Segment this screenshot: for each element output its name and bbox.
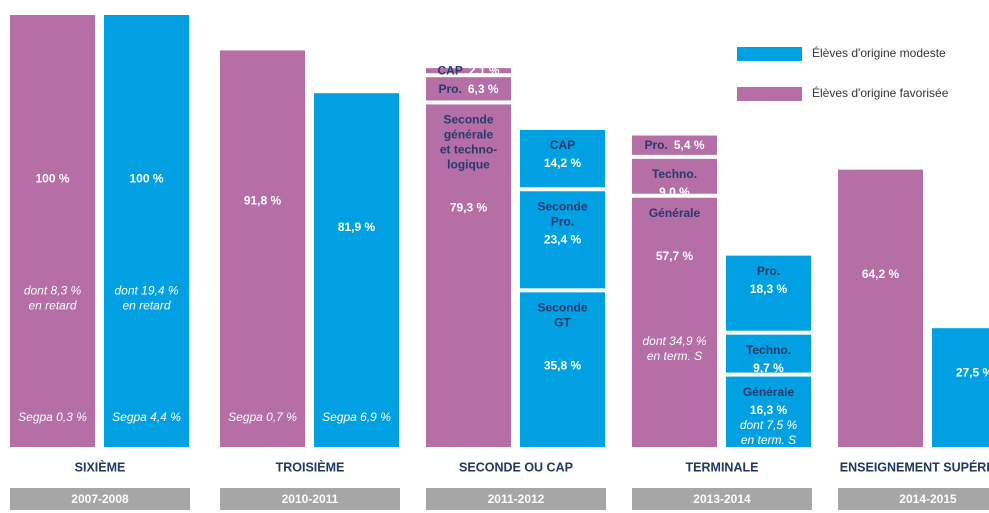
category-label: TROISIÈME [276, 459, 345, 474]
period-label: 2014-2015 [899, 492, 957, 506]
bar-segment [726, 376, 811, 447]
bar-segment [632, 135, 717, 155]
period-box [632, 488, 812, 510]
note: en term. S [647, 349, 702, 363]
bar-segment [520, 129, 605, 188]
bar-segment [10, 15, 95, 447]
footnote: Segpa 0,7 % [228, 410, 297, 424]
bar-segment [632, 197, 717, 447]
category-label: SIXIÈME [75, 459, 126, 474]
segment-name: Techno. [746, 343, 791, 357]
bar-segment [220, 50, 305, 447]
period-label: 2013-2014 [693, 492, 751, 506]
segment-name: Pro. [551, 214, 574, 228]
value-label: 18,3 % [750, 282, 788, 296]
bar-segment [632, 158, 717, 194]
note: dont 19,4 % [114, 284, 178, 298]
note: en term. S [741, 433, 796, 447]
segment-name: Seconde [443, 113, 493, 127]
period-box [426, 488, 606, 510]
segment-name: Pro. [757, 264, 780, 278]
legend-label: Élèves d'origine favorisée [812, 85, 949, 100]
segment-name: logique [447, 158, 490, 172]
value-label: 100 % [129, 171, 163, 185]
segment-name: générale [444, 128, 494, 142]
bar-segment [426, 104, 511, 447]
value-label: 14,2 % [544, 156, 582, 170]
segment-name: Seconde [537, 199, 587, 213]
bar-segment [726, 255, 811, 331]
note: en retard [122, 299, 170, 313]
bar-segment [104, 15, 189, 447]
segment-name: CAP [550, 138, 575, 152]
bar-segment [426, 68, 511, 74]
note: dont 8,3 % [24, 284, 82, 298]
segment-name: CAP [437, 64, 462, 78]
value-label: 9,7 % [753, 361, 784, 375]
value-label: 79,3 % [450, 201, 488, 215]
footnote: Segpa 0,3 % [18, 410, 87, 424]
period-label: 2010-2011 [282, 492, 339, 506]
period-box [10, 488, 190, 510]
legend-swatch [737, 47, 802, 61]
value-label: 5,4 % [674, 138, 705, 152]
footnote: Segpa 6,9 % [322, 410, 391, 424]
segment-name: Techno. [652, 167, 697, 181]
segment-label: Pro. 6,3 % [438, 82, 498, 96]
segment-label: Pro. 5,4 % [644, 138, 704, 152]
value-label: 16,3 % [750, 403, 788, 417]
value-label: 35,8 % [544, 359, 582, 373]
bar-segment [932, 328, 989, 447]
segment-name: et techno- [440, 143, 497, 157]
period-box [220, 488, 400, 510]
note: dont 7,5 % [740, 418, 798, 432]
value-label: 91,8 % [244, 193, 282, 207]
segment-name: Générale [649, 206, 701, 220]
segment-name: GT [554, 316, 571, 330]
segment-name: Pro. [644, 138, 667, 152]
period-box [838, 488, 989, 510]
category-label: SECONDE OU CAP [459, 460, 573, 474]
period-label: 2011-2012 [488, 492, 545, 506]
value-label: 27,5 % [956, 366, 989, 380]
segment-name: Pro. [438, 82, 461, 96]
bar-segment [520, 292, 605, 447]
note: dont 34,9 % [642, 334, 706, 348]
value-label: 81,9 % [338, 220, 376, 234]
segment-name: Seconde [537, 301, 587, 315]
category-label: TERMINALE [686, 460, 759, 474]
value-label: 100 % [35, 171, 69, 185]
legend-label: Élèves d'origine modeste [812, 45, 946, 60]
segment-label: CAP 2,1 % [437, 64, 499, 78]
value-label: 57,7 % [656, 249, 694, 263]
value-label: 23,4 % [544, 232, 582, 246]
category-label: ENSEIGNEMENT SUPÉRIEUR [840, 459, 989, 474]
segment-name: Générale [743, 385, 795, 399]
bar-segment [838, 169, 923, 447]
bar-segment [314, 93, 399, 447]
bar-segment [726, 334, 811, 373]
value-label: 6,3 % [468, 82, 499, 96]
footnote: Segpa 4,4 % [112, 410, 181, 424]
value-label: 9,0 % [659, 185, 690, 199]
value-label: 64,2 % [862, 267, 900, 281]
value-label: 2,1 % [469, 64, 500, 78]
note: en retard [28, 299, 76, 313]
legend-swatch [737, 87, 802, 101]
period-label: 2007-2008 [71, 492, 129, 506]
bar-segment [520, 191, 605, 289]
bar-segment [426, 77, 511, 101]
